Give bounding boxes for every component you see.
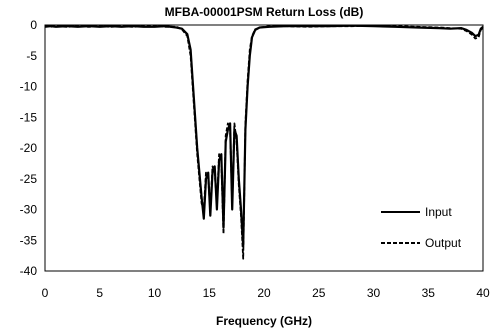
x-tick-label: 35 [422,286,436,300]
series-layer [44,24,484,260]
y-tick-label: -25 [20,172,38,186]
x-tick-label: 0 [42,286,49,300]
y-tick-label: -15 [20,110,38,124]
x-tick-label: 10 [148,286,162,300]
chart-legend: Input Output [381,205,462,250]
plot-area-frame [44,24,484,272]
x-tick-label: 20 [257,286,271,300]
y-tick-label: 0 [30,18,37,32]
x-tick-label: 15 [203,286,217,300]
y-tick-label: -30 [20,203,38,217]
y-tick-label: -20 [20,141,38,155]
x-tick-label: 5 [96,286,103,300]
legend-label-output: Output [425,236,462,250]
x-axis-label: Frequency (GHz) [216,314,312,328]
legend-label-input: Input [425,205,452,219]
y-tick-label: -10 [20,80,38,94]
x-tick-label: 30 [367,286,381,300]
series-line-output [44,24,484,260]
x-tick-label: 25 [312,286,326,300]
x-tick-label: 40 [476,286,490,300]
y-tick-label: -5 [26,49,37,63]
x-axis-ticks: 0 5 10 15 20 25 30 35 40 [42,286,490,300]
chart-title: MFBA-00001PSM Return Loss (dB) [165,5,364,19]
y-axis-ticks: 0 -5 -10 -15 -20 -25 -30 -35 -40 [20,18,38,278]
y-tick-label: -35 [20,233,38,247]
y-tick-label: -40 [20,264,38,278]
